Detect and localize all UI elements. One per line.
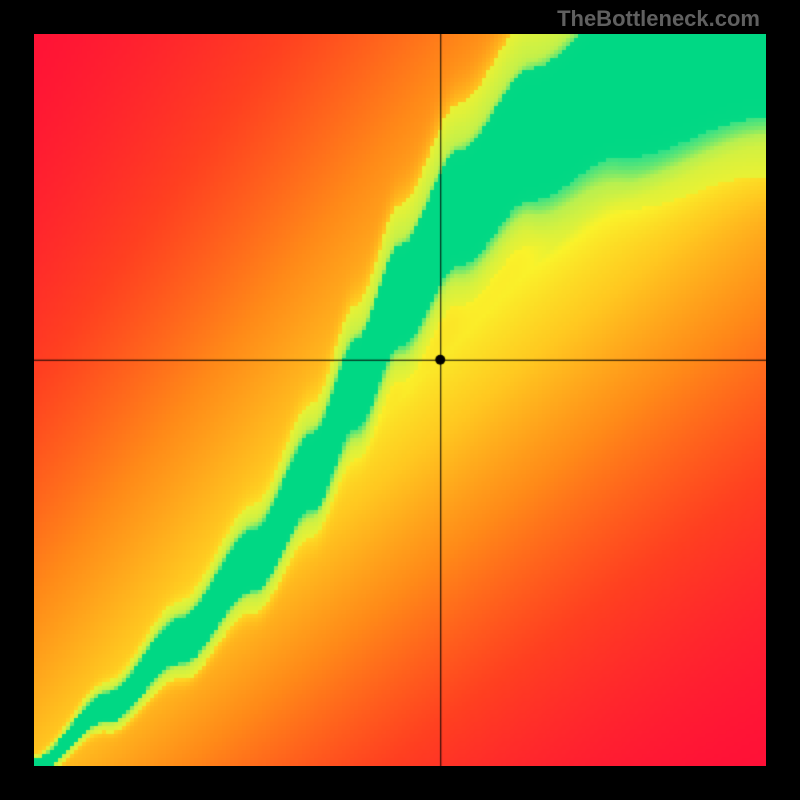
watermark-text: TheBottleneck.com (557, 6, 760, 32)
heatmap-plot (34, 34, 766, 766)
